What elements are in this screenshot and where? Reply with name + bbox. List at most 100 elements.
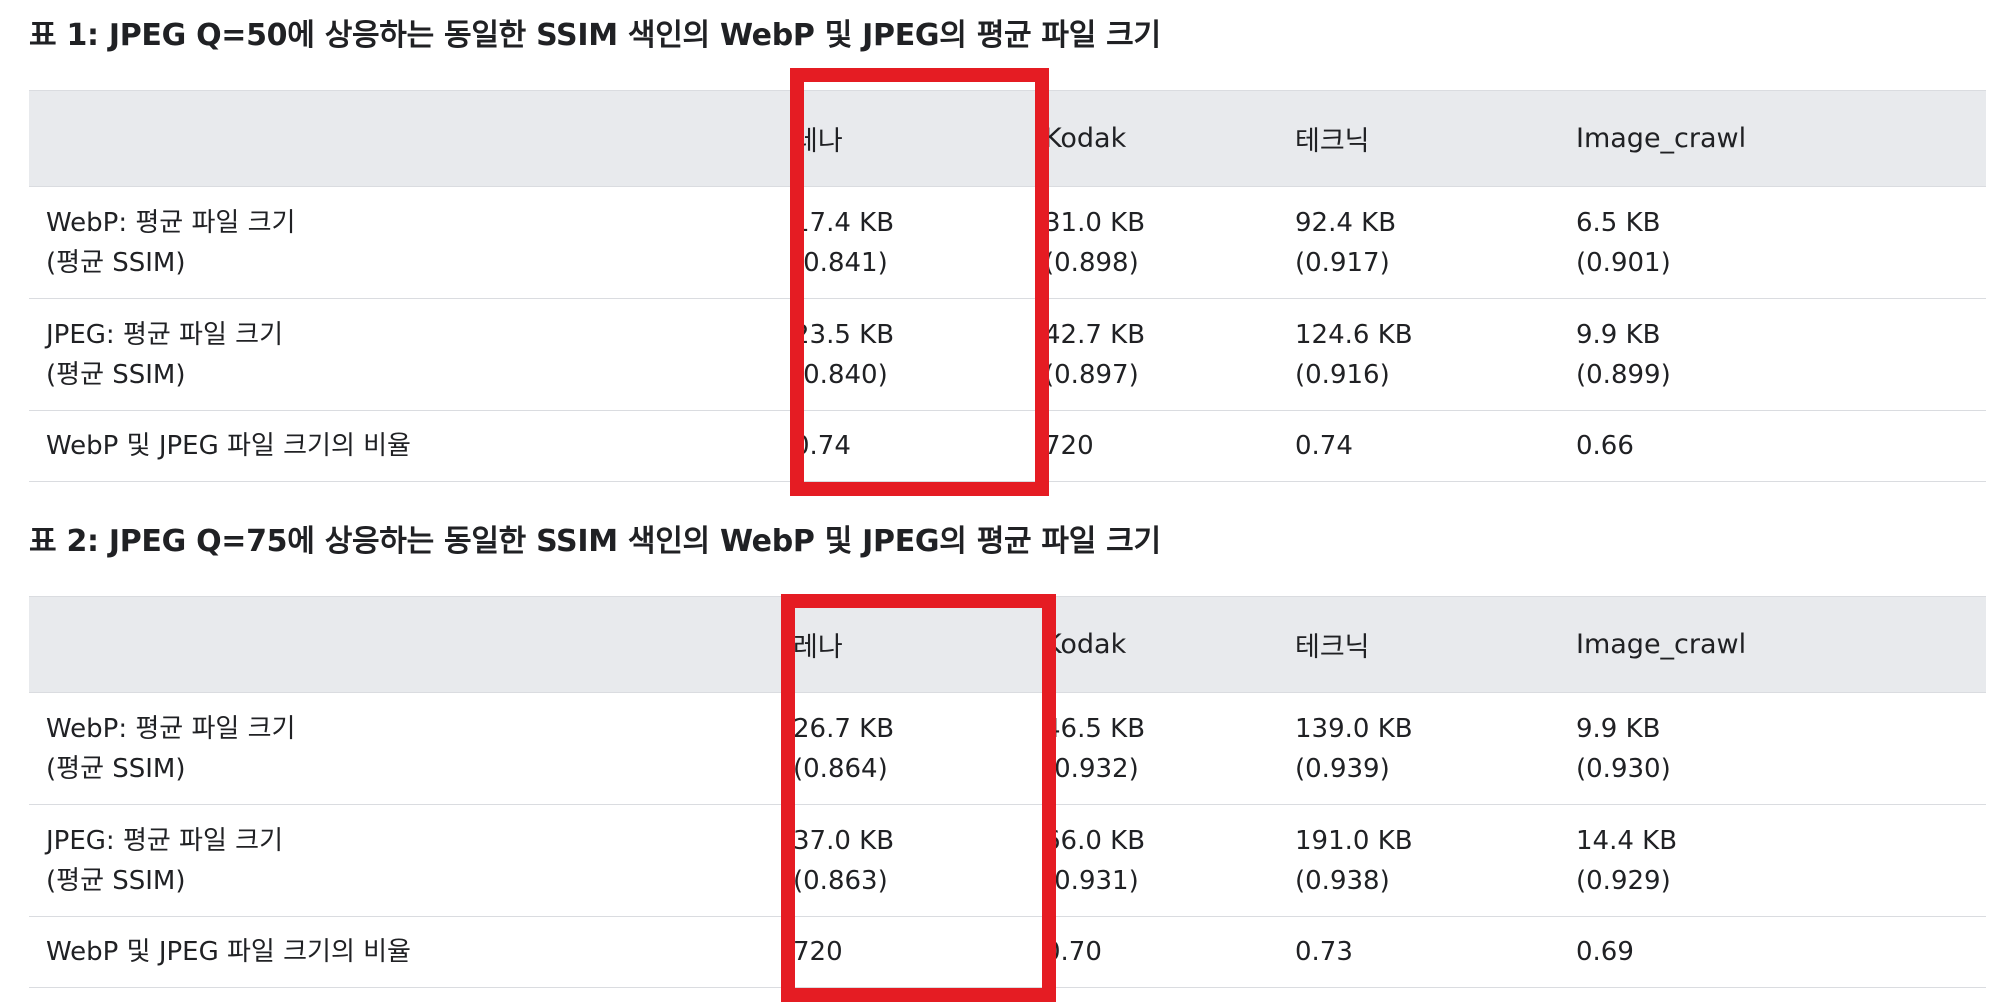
table-1-section: 표 1: JPEG Q=50에 상응하는 동일한 SSIM 색인의 WebP 및… <box>29 14 1986 482</box>
table-1-header-kodak: Kodak <box>1044 90 1295 187</box>
file-size: 31.0 KB <box>1044 207 1146 238</box>
table-2: 레나 Kodak 테크닉 Image_crawl WebP: 평균 파일 크기 … <box>29 596 1986 988</box>
ratio-value: 0.74 <box>1295 431 1353 461</box>
ssim-value: (0.901) <box>1576 247 1671 278</box>
ratio-value: 720 <box>793 937 843 967</box>
file-size: 37.0 KB <box>793 825 895 856</box>
table-row: WebP: 평균 파일 크기 (평균 SSIM) 17.4 KB (0.841)… <box>29 186 1986 299</box>
table-cell: 0.70 <box>1044 916 1295 988</box>
row-label-line: (평균 SSIM) <box>46 359 186 390</box>
table-cell: 720 <box>1044 410 1295 482</box>
table-1-header-lena: 레나 <box>793 90 1044 187</box>
ssim-value: (0.929) <box>1576 865 1671 896</box>
table-cell: 26.7 KB (0.864) <box>793 692 1044 805</box>
row-label-line: JPEG: 평균 파일 크기 <box>46 319 283 350</box>
table-cell: 0.74 <box>793 410 1044 482</box>
file-size: 9.9 KB <box>1576 713 1661 744</box>
row-label-line: WebP 및 JPEG 파일 크기의 비율 <box>46 937 411 967</box>
file-size: 92.4 KB <box>1295 207 1397 238</box>
table-1-header-tecnick: 테크닉 <box>1295 90 1576 187</box>
ratio-value: 0.74 <box>793 431 851 461</box>
ratio-value: 0.66 <box>1576 431 1634 461</box>
file-size: 191.0 KB <box>1295 825 1413 856</box>
ssim-value: (0.897) <box>1044 359 1139 390</box>
row-label-line: (평균 SSIM) <box>46 865 186 896</box>
table-cell: 42.7 KB (0.897) <box>1044 298 1295 411</box>
ssim-value: (0.931) <box>1044 865 1139 896</box>
ssim-value: (0.916) <box>1295 359 1390 390</box>
table-2-header-blank <box>29 596 793 693</box>
table-cell: 23.5 KB (0.840) <box>793 298 1044 411</box>
row-label: WebP 및 JPEG 파일 크기의 비율 <box>29 410 793 482</box>
ssim-value: (0.863) <box>793 865 888 896</box>
ssim-value: (0.932) <box>1044 753 1139 784</box>
table-1-header-row: 레나 Kodak 테크닉 Image_crawl <box>29 90 1986 187</box>
table-cell: 6.5 KB (0.901) <box>1576 186 1986 299</box>
table-cell: 139.0 KB (0.939) <box>1295 692 1576 805</box>
file-size: 23.5 KB <box>793 319 895 350</box>
table-cell: 9.9 KB (0.899) <box>1576 298 1986 411</box>
ratio-value: 0.73 <box>1295 937 1353 967</box>
ssim-value: (0.841) <box>793 247 888 278</box>
table-cell: 14.4 KB (0.929) <box>1576 804 1986 917</box>
table-cell: 0.69 <box>1576 916 1986 988</box>
file-size: 124.6 KB <box>1295 319 1413 350</box>
table-cell: 191.0 KB (0.938) <box>1295 804 1576 917</box>
ssim-value: (0.864) <box>793 753 888 784</box>
row-label-line: WebP: 평균 파일 크기 <box>46 713 296 744</box>
ssim-value: (0.898) <box>1044 247 1139 278</box>
row-label: JPEG: 평균 파일 크기 (평균 SSIM) <box>29 298 793 411</box>
file-size: 14.4 KB <box>1576 825 1678 856</box>
ssim-value: (0.939) <box>1295 753 1390 784</box>
table-row: WebP 및 JPEG 파일 크기의 비율 720 0.70 0.73 0.69 <box>29 916 1986 988</box>
table-cell: 0.66 <box>1576 410 1986 482</box>
row-label: WebP 및 JPEG 파일 크기의 비율 <box>29 916 793 988</box>
table-1-caption: 표 1: JPEG Q=50에 상응하는 동일한 SSIM 색인의 WebP 및… <box>29 18 1161 53</box>
table-row: JPEG: 평균 파일 크기 (평균 SSIM) 23.5 KB (0.840)… <box>29 298 1986 411</box>
ssim-value: (0.899) <box>1576 359 1671 390</box>
table-2-header-image-crawl: Image_crawl <box>1576 596 1986 693</box>
table-cell: 37.0 KB (0.863) <box>793 804 1044 917</box>
file-size: 26.7 KB <box>793 713 895 744</box>
ratio-value: 0.69 <box>1576 937 1634 967</box>
file-size: 139.0 KB <box>1295 713 1413 744</box>
table-2-section: 표 2: JPEG Q=75에 상응하는 동일한 SSIM 색인의 WebP 및… <box>29 520 1986 988</box>
table-cell: 124.6 KB (0.916) <box>1295 298 1576 411</box>
row-label: JPEG: 평균 파일 크기 (평균 SSIM) <box>29 804 793 917</box>
ssim-value: (0.938) <box>1295 865 1390 896</box>
table-2-header-tecnick: 테크닉 <box>1295 596 1576 693</box>
row-label-line: WebP 및 JPEG 파일 크기의 비율 <box>46 431 411 461</box>
ssim-value: (0.840) <box>793 359 888 390</box>
file-size: 42.7 KB <box>1044 319 1146 350</box>
file-size: 17.4 KB <box>793 207 895 238</box>
table-cell: 31.0 KB (0.898) <box>1044 186 1295 299</box>
table-2-header-lena: 레나 <box>793 596 1044 693</box>
table-1-header-image-crawl: Image_crawl <box>1576 90 1986 187</box>
row-label-line: JPEG: 평균 파일 크기 <box>46 825 283 856</box>
row-label-line: WebP: 평균 파일 크기 <box>46 207 296 238</box>
table-cell: 92.4 KB (0.917) <box>1295 186 1576 299</box>
ratio-value: 720 <box>1044 431 1094 461</box>
file-size: 6.5 KB <box>1576 207 1661 238</box>
table-cell: 17.4 KB (0.841) <box>793 186 1044 299</box>
table-cell: 0.73 <box>1295 916 1576 988</box>
ssim-value: (0.930) <box>1576 753 1671 784</box>
table-2-header-kodak: Kodak <box>1044 596 1295 693</box>
row-label-line: (평균 SSIM) <box>46 247 186 278</box>
table-cell: 0.74 <box>1295 410 1576 482</box>
table-cell: 46.5 KB (0.932) <box>1044 692 1295 805</box>
file-size: 9.9 KB <box>1576 319 1661 350</box>
ratio-value: 0.70 <box>1044 937 1102 967</box>
table-row: JPEG: 평균 파일 크기 (평균 SSIM) 37.0 KB (0.863)… <box>29 804 1986 917</box>
row-label-line: (평균 SSIM) <box>46 753 186 784</box>
file-size: 46.5 KB <box>1044 713 1146 744</box>
row-label: WebP: 평균 파일 크기 (평균 SSIM) <box>29 186 793 299</box>
file-size: 66.0 KB <box>1044 825 1146 856</box>
table-row: WebP 및 JPEG 파일 크기의 비율 0.74 720 0.74 0.66 <box>29 410 1986 482</box>
table-1-header-blank <box>29 90 793 187</box>
table-cell: 66.0 KB (0.931) <box>1044 804 1295 917</box>
table-2-caption: 표 2: JPEG Q=75에 상응하는 동일한 SSIM 색인의 WebP 및… <box>29 524 1161 559</box>
row-label: WebP: 평균 파일 크기 (평균 SSIM) <box>29 692 793 805</box>
table-cell: 9.9 KB (0.930) <box>1576 692 1986 805</box>
table-1: 레나 Kodak 테크닉 Image_crawl WebP: 평균 파일 크기 … <box>29 90 1986 482</box>
